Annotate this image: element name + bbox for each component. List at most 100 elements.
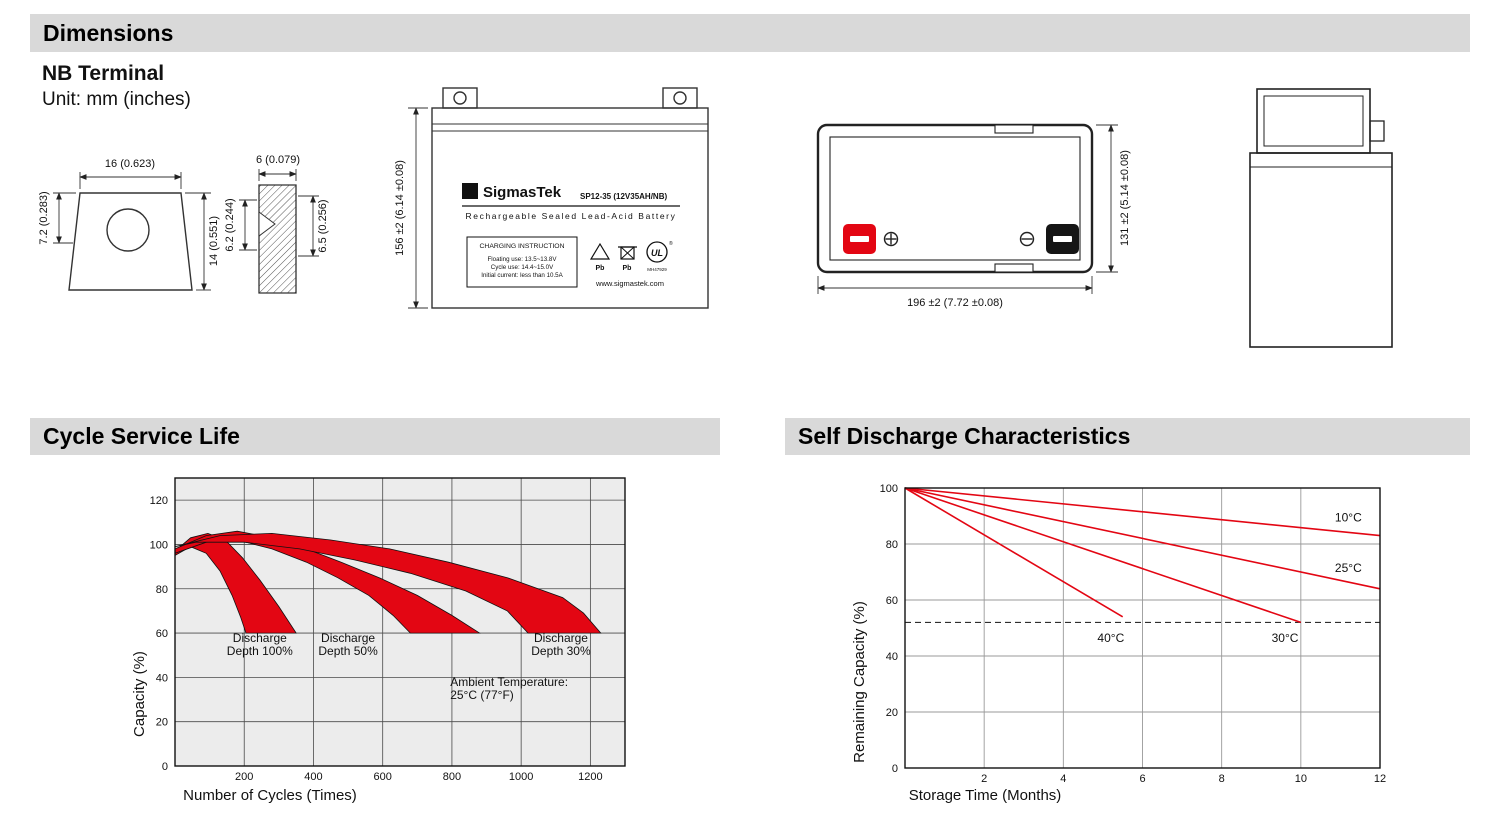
- x-tick-label: 8: [1219, 773, 1225, 785]
- terminal-height-dim-text: 14 (0.551): [208, 216, 220, 266]
- chart-annotation: 25°C: [1335, 561, 1362, 575]
- charging-line-2: Cycle use: 14.4~15.0V: [491, 264, 554, 271]
- y-tick-label: 40: [156, 672, 168, 684]
- brand-logo-icon: [462, 183, 478, 199]
- terminal-width-dimension: 16 (0.623): [79, 158, 182, 189]
- cycle-service-life-section-bar: Cycle Service Life: [30, 418, 720, 455]
- charging-line-1: Floating use: 13.5~13.8V: [488, 256, 558, 263]
- x-tick-label: 200: [235, 771, 253, 783]
- x-tick-label: 4: [1060, 773, 1066, 785]
- chart-annotation: Ambient Temperature: 25°C (77°F): [450, 675, 568, 702]
- front-height-dim-text: 156 ±2 (6.14 ±0.08): [394, 160, 406, 256]
- top-depth-dimension: 131 ±2 (5.14 ±0.08): [1096, 124, 1131, 273]
- section-outer-dimension: 6.5 (0.256): [298, 195, 329, 257]
- case-outer-outline: [816, 123, 1094, 274]
- battery-case-outline: [431, 107, 709, 309]
- cycle-service-life-chart: 200 400 600 800 1000 1200 0 20 40 60 80 100 120 Disch…: [131, 477, 626, 804]
- svg-text:®: ®: [669, 240, 673, 247]
- chart-annotation: 40°C: [1097, 631, 1124, 645]
- battery-type-text: Rechargeable Sealed Lead-Acid Battery: [466, 211, 677, 221]
- y-tick-label: 60: [886, 595, 898, 607]
- svg-text:Pb: Pb: [623, 265, 632, 272]
- x-tick-label: 12: [1374, 773, 1386, 785]
- terminal-front-drawing: 16 (0.623) 7.2 (0.283) 14 (0.551): [38, 158, 220, 291]
- model-number: SP12-35 (12V35AH/NB): [580, 192, 667, 201]
- pb-recycle-icon: Pb: [589, 242, 611, 272]
- x-tick-label: 800: [443, 771, 461, 783]
- chart-annotation: Discharge Depth 30%: [531, 631, 591, 658]
- chart-annotation: 10°C: [1335, 511, 1362, 525]
- ul-file-number: MH47929: [647, 267, 667, 272]
- website-text: www.sigmastek.com: [595, 279, 664, 288]
- y-tick-label: 80: [886, 539, 898, 551]
- band-Discharge Depth 30%: [174, 532, 602, 634]
- terminal-upper-height-dimension: 7.2 (0.283): [38, 191, 76, 245]
- y-tick-label: 40: [886, 651, 898, 663]
- front-height-dimension: 156 ±2 (6.14 ±0.08): [394, 107, 428, 309]
- terminal-section-drawing: 6 (0.079) 6.2 (0.244) 6.5 (0.256): [225, 154, 329, 294]
- battery-front-view: Σ SigmasTek SP12-35 (12V35AH/NB) Recharg…: [394, 87, 709, 309]
- terminal-height-dimension: 14 (0.551): [185, 192, 220, 291]
- terminal-riser-outer: [1256, 88, 1371, 154]
- chart-annotation: Discharge Depth 100%: [227, 631, 293, 658]
- section-width-dim-text: 6 (0.079): [256, 154, 300, 166]
- pb-bin-icon: Pb: [618, 246, 637, 272]
- x-tick-label: 2: [981, 773, 987, 785]
- terminal-width-dim-text: 16 (0.623): [105, 158, 155, 170]
- y-tick-label: 80: [156, 584, 168, 596]
- y-tick-label: 0: [162, 761, 168, 773]
- y-axis-label: Capacity (%): [131, 651, 148, 737]
- battery-label: Σ SigmasTek SP12-35 (12V35AH/NB) Recharg…: [462, 183, 680, 288]
- self-discharge-section-bar: Self Discharge Characteristics: [785, 418, 1470, 455]
- plot-border: [174, 477, 626, 767]
- series-10°C: [904, 487, 1381, 537]
- plus-polarity-icon: [883, 231, 899, 247]
- plot-border: [904, 487, 1381, 769]
- top-depth-dim-text: 131 ±2 (5.14 ±0.08): [1119, 150, 1131, 246]
- dimensions-section-title: Dimensions: [43, 19, 174, 46]
- top-width-dim-text: 196 ±2 (7.72 ±0.08): [907, 297, 1003, 309]
- battery-top-view: 196 ±2 (7.72 ±0.08) 131 ±2 (5.14 ±0.08): [816, 123, 1131, 309]
- y-tick-label: 0: [892, 763, 898, 775]
- svg-text:Pb: Pb: [596, 265, 605, 272]
- charging-instruction-title: CHARGING INSTRUCTION: [480, 243, 565, 250]
- battery-side-view: [1249, 88, 1393, 348]
- side-tab: [1369, 120, 1385, 142]
- section-inner-dimension: 6.2 (0.244): [225, 198, 257, 252]
- charging-instruction-box: [466, 236, 578, 288]
- x-tick-label: 1200: [578, 771, 602, 783]
- brand-name: SigmasTek: [483, 184, 562, 201]
- chart-annotation: 30°C: [1272, 631, 1299, 645]
- x-tick-label: 10: [1295, 773, 1307, 785]
- y-tick-label: 20: [886, 707, 898, 719]
- red-terminal-bar: [850, 236, 869, 242]
- y-tick-label: 100: [150, 539, 168, 551]
- section-width-dimension: 6 (0.079): [256, 154, 300, 181]
- minus-polarity-icon: [1019, 231, 1035, 247]
- series-25°C: [904, 487, 1381, 590]
- terminal-upper-height-dim-text: 7.2 (0.283): [38, 191, 50, 244]
- bottom-handle-notch: [994, 263, 1034, 273]
- x-tick-label: 6: [1139, 773, 1145, 785]
- series-40°C: [904, 487, 1124, 618]
- y-axis-label: Remaining Capacity (%): [851, 601, 868, 763]
- terminal-bolt-hole: [106, 208, 150, 252]
- x-tick-label: 1000: [509, 771, 533, 783]
- top-handle-notch: [994, 124, 1034, 134]
- case-side-outline: [1249, 152, 1393, 348]
- x-tick-label: 600: [374, 771, 392, 783]
- x-tick-label: 400: [304, 771, 322, 783]
- chart-annotation: Discharge Depth 50%: [318, 631, 378, 658]
- brand-logo-symbol: Σ: [466, 184, 474, 199]
- cycle-service-life-title: Cycle Service Life: [43, 423, 240, 449]
- nb-terminal-title: NB Terminal: [42, 62, 165, 85]
- x-axis-label: Storage Time (Months): [909, 787, 1062, 804]
- dimensions-section-bar: Dimensions: [30, 14, 1470, 52]
- y-tick-label: 100: [880, 483, 898, 495]
- y-tick-label: 20: [156, 717, 168, 729]
- charging-line-3: Initial current: less than 10.5A: [481, 272, 563, 279]
- x-axis-label: Number of Cycles (Times): [183, 787, 357, 804]
- self-discharge-title: Self Discharge Characteristics: [798, 423, 1131, 449]
- top-width-dimension: 196 ±2 (7.72 ±0.08): [817, 276, 1093, 309]
- y-tick-label: 120: [150, 495, 168, 507]
